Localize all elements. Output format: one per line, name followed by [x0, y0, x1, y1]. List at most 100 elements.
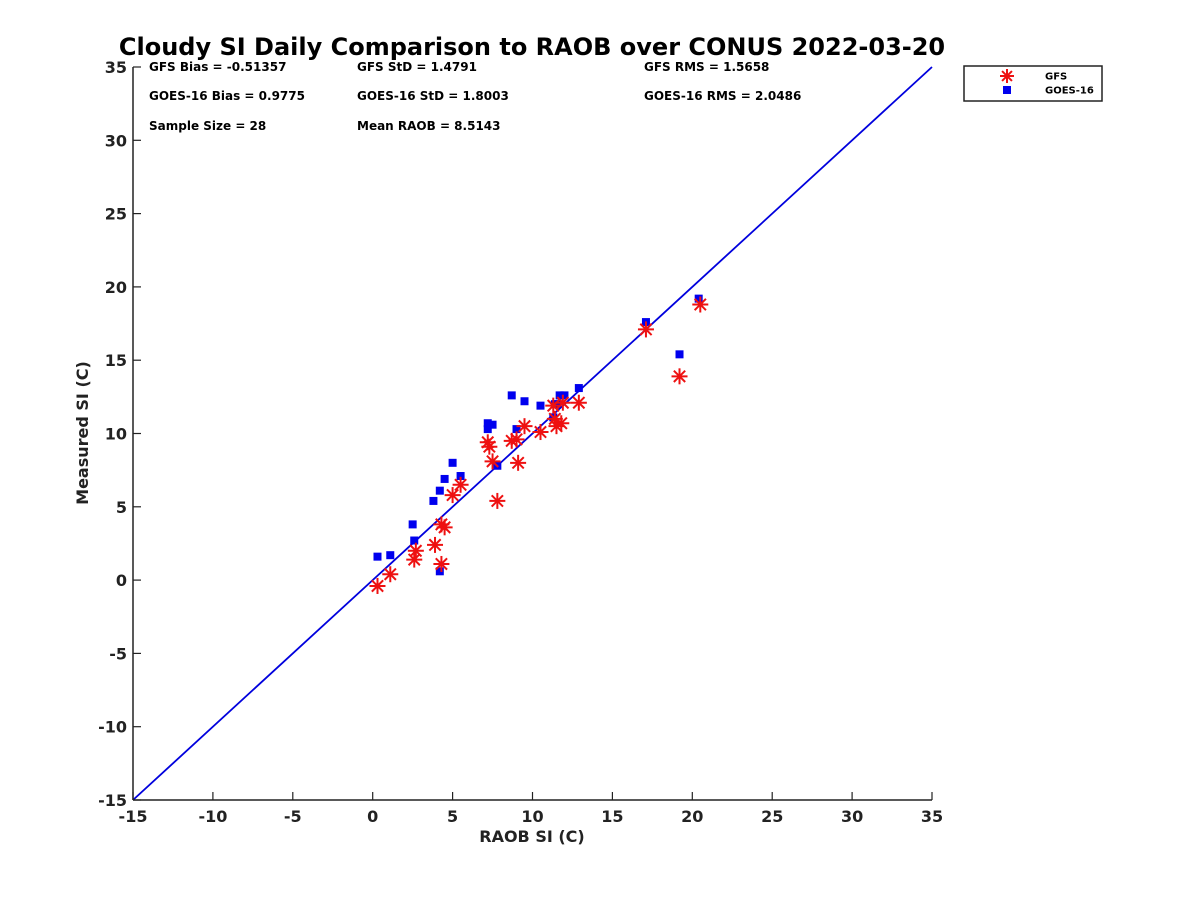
stat-annotation: Mean RAOB = 8.5143	[357, 119, 501, 133]
data-point-goes16	[410, 536, 419, 545]
axes: -15 -10 -5 0 5 10 15 20 25 30 35 -15 -10 -5 0 5 10 15 20 25…	[98, 58, 943, 826]
asterisk-stroke	[556, 396, 570, 410]
asterisk-stroke	[1001, 70, 1013, 82]
series-gfs	[369, 296, 709, 594]
one-to-one-line-segment	[132, 66, 933, 801]
data-point-goes16	[574, 384, 583, 393]
asterisk-stroke	[482, 440, 496, 454]
asterisk-stroke	[534, 425, 547, 439]
data-point-gfs	[436, 519, 453, 536]
data-point-gfs	[532, 424, 549, 441]
y-tick-label: -10	[98, 718, 127, 737]
asterisk-stroke	[510, 433, 523, 446]
data-point-goes16	[536, 401, 545, 410]
asterisk-stroke	[572, 396, 586, 410]
data-point-goes16	[512, 425, 521, 434]
x-tick-label: 20	[681, 807, 703, 826]
stat-annotation: GFS RMS = 1.5658	[644, 60, 769, 74]
legend-label: GFS	[1045, 72, 1067, 83]
asterisk-stroke	[548, 412, 562, 426]
y-tick-label: 25	[105, 205, 127, 224]
x-tick-label: 35	[921, 807, 943, 826]
asterisk-stroke	[639, 323, 653, 336]
stat-annotation: GOES-16 RMS = 2.0486	[644, 89, 801, 103]
legend: GFS GOES-16	[963, 65, 1103, 102]
data-point-gfs	[444, 487, 461, 504]
plot-area: -15 -10 -5 0 5 10 15 20 25 30 35 -15 -10 -5 0 5 10 15 20 25…	[98, 58, 943, 826]
y-axis-label: Measured SI (C)	[73, 361, 92, 505]
statistics-annotations: GFS Bias = -0.51357 GFS StD = 1.4791 GFS R…	[149, 60, 801, 133]
data-point-goes16	[440, 474, 449, 483]
data-point-gfs	[369, 577, 386, 594]
data-point-goes16	[555, 391, 564, 400]
data-point-goes16	[694, 294, 703, 303]
data-point-gfs	[427, 536, 444, 553]
data-point-goes16	[520, 397, 529, 406]
data-point-goes16	[1003, 86, 1011, 94]
x-axis-label: RAOB SI (C)	[479, 827, 584, 846]
data-point-goes16	[483, 419, 492, 428]
y-tick-label: 30	[105, 131, 127, 150]
asterisk-stroke	[446, 488, 459, 502]
asterisk-stroke	[454, 478, 467, 492]
data-point-gfs	[553, 415, 570, 432]
asterisk-stroke	[673, 369, 686, 383]
data-point-goes16	[483, 425, 492, 434]
data-point-goes16	[408, 520, 417, 529]
asterisk-stroke	[383, 567, 397, 581]
data-point-gfs	[481, 438, 498, 455]
asterisk-stroke	[371, 579, 384, 593]
data-point-gfs	[452, 476, 469, 493]
data-point-goes16	[552, 400, 561, 409]
stat-annotation: Sample Size = 28	[149, 119, 266, 133]
data-point-goes16	[560, 391, 569, 400]
data-point-goes16	[435, 486, 444, 495]
data-point-goes16	[488, 420, 497, 429]
data-points	[369, 294, 709, 594]
data-point-goes16	[386, 551, 395, 560]
y-tick-label: 35	[105, 58, 127, 77]
y-tick-label: 5	[116, 498, 127, 517]
data-point-goes16	[507, 391, 516, 400]
stat-annotation: GOES-16 StD = 1.8003	[357, 89, 509, 103]
y-tick-label: 0	[116, 571, 127, 590]
y-tick-label: 20	[105, 278, 127, 297]
data-point-goes16	[448, 458, 457, 467]
x-tick-label: 25	[761, 807, 783, 826]
data-point-gfs	[489, 492, 506, 509]
data-point-gfs	[484, 453, 501, 470]
data-point-gfs	[407, 542, 424, 559]
x-tick-label: 10	[521, 807, 543, 826]
data-point-goes16	[373, 552, 382, 561]
legend-box	[963, 65, 1103, 102]
x-tick-label: 15	[601, 807, 623, 826]
data-point-gfs	[516, 418, 533, 435]
data-point-goes16	[435, 567, 444, 576]
asterisk-stroke	[693, 298, 707, 311]
one-to-one-line	[132, 66, 933, 801]
data-point-goes16	[675, 350, 684, 359]
stat-annotation: GFS StD = 1.4791	[357, 60, 477, 74]
x-tick-label: 5	[447, 807, 458, 826]
data-point-gfs	[508, 431, 525, 448]
asterisk-stroke	[407, 553, 421, 566]
data-point-gfs	[637, 321, 654, 338]
asterisk-stroke	[486, 454, 499, 468]
asterisk-stroke	[409, 544, 423, 558]
legend-label: GOES-16	[1045, 86, 1094, 97]
x-tick-label: 30	[841, 807, 863, 826]
x-tick-label: -5	[284, 807, 302, 826]
asterisk-stroke	[554, 416, 568, 430]
stat-annotation: GOES-16 Bias = 0.9775	[149, 89, 305, 103]
asterisk-stroke	[518, 419, 531, 433]
y-tick-label: 10	[105, 425, 127, 444]
data-point-gfs	[382, 566, 399, 583]
data-point-gfs	[433, 555, 450, 572]
data-point-gfs	[671, 368, 688, 385]
data-point-gfs	[1000, 69, 1014, 83]
data-point-goes16	[456, 472, 465, 481]
asterisk-stroke	[511, 456, 525, 470]
asterisk-stroke	[490, 494, 504, 508]
x-tick-label: -10	[198, 807, 227, 826]
